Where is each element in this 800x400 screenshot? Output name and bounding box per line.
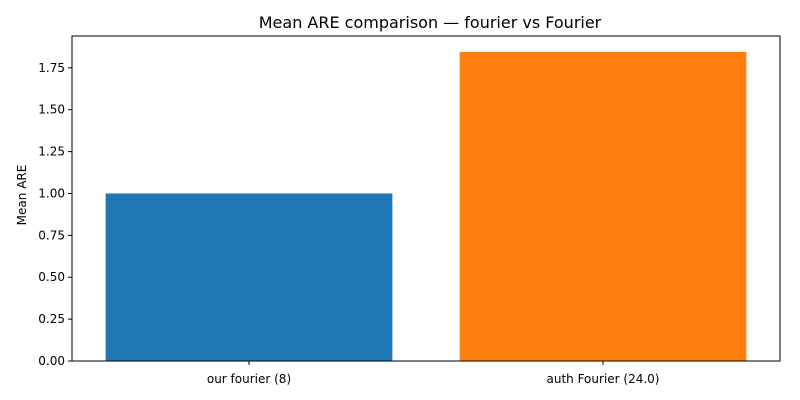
y-axis-label: Mean ARE: [15, 165, 29, 226]
x-tick-label-0: our fourier (8): [207, 372, 291, 386]
bars-group: [105, 51, 747, 361]
y-tick-label-1: 0.25: [38, 312, 65, 326]
y-tick-label-7: 1.75: [38, 61, 65, 75]
x-tick-label-1: auth Fourier (24.0): [547, 372, 660, 386]
y-tick-label-3: 0.75: [38, 228, 65, 242]
y-tick-label-0: 0.00: [38, 354, 65, 368]
x-ticks-group: our fourier (8) auth Fourier (24.0): [207, 361, 660, 386]
y-tick-label-6: 1.50: [38, 103, 65, 117]
y-ticks-group: 0.00 0.25 0.50 0.75 1.00 1.25 1.50 1.75: [38, 61, 72, 368]
y-tick-label-5: 1.25: [38, 145, 65, 159]
plot-frame: [71, 35, 781, 362]
bar-1: [459, 51, 747, 361]
y-tick-label-4: 1.00: [38, 186, 65, 200]
chart-title: Mean ARE comparison — fourier vs Fourier: [259, 13, 602, 32]
y-tick-label-2: 0.50: [38, 270, 65, 284]
bar-0: [105, 193, 393, 361]
